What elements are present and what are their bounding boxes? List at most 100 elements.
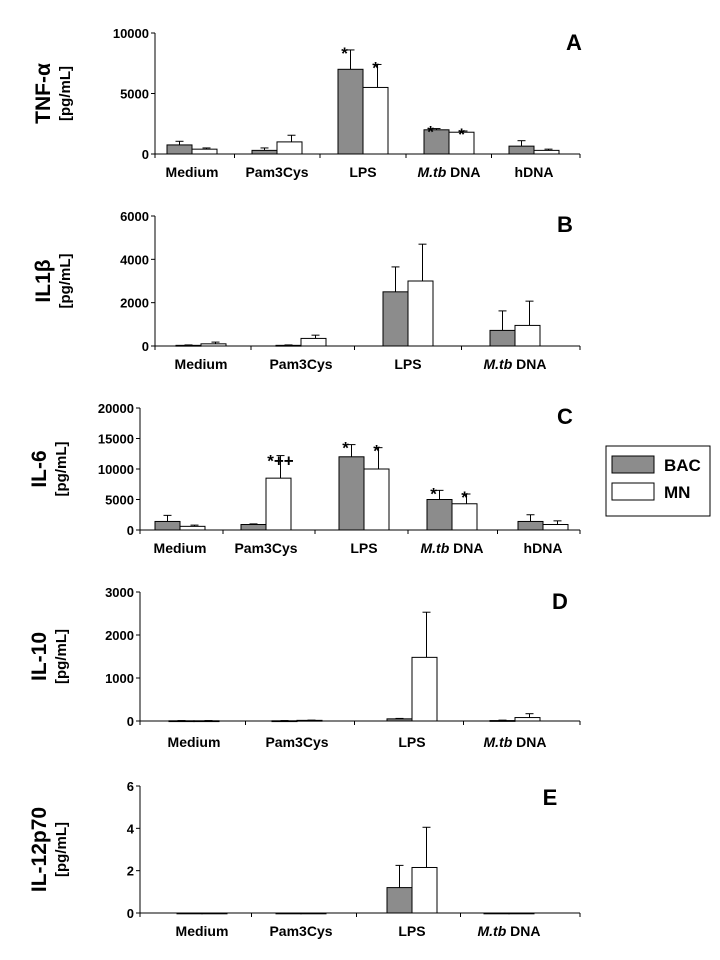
y-axis-unit: [pg/mL] bbox=[53, 822, 70, 877]
bar-mn bbox=[407, 280, 434, 347]
bar-bac bbox=[382, 291, 409, 347]
x-category-label: Pam3Cys bbox=[234, 540, 297, 556]
significance-mark: * bbox=[373, 442, 380, 461]
y-axis-title: IL-10 bbox=[28, 632, 51, 681]
bar-bac bbox=[154, 520, 181, 531]
panel-d: 0 1000 2000 3000 Medium Pam3Cys LPS M.tb DNA IL-… bbox=[28, 585, 581, 750]
y-tick-label: 0 bbox=[127, 714, 134, 729]
y-tick-label: 0 bbox=[142, 339, 149, 354]
x-category-label: Pam3Cys bbox=[269, 356, 332, 372]
bar-mn bbox=[542, 524, 569, 531]
y-tick-label: 5000 bbox=[105, 493, 134, 508]
legend: BAC MN bbox=[605, 445, 711, 517]
y-tick-label: 0 bbox=[142, 147, 149, 162]
category-main-part: DNA bbox=[516, 356, 546, 372]
x-category-label: Pam3Cys bbox=[269, 923, 332, 939]
y-axis-unit: [pg/mL] bbox=[57, 254, 74, 309]
legend-label: MN bbox=[664, 483, 690, 502]
x-category-label: Pam3Cys bbox=[245, 164, 308, 180]
bar-bac bbox=[483, 912, 510, 915]
y-axis-title: IL-12p70 bbox=[28, 807, 51, 892]
bar-mn bbox=[448, 131, 475, 155]
bar-mn bbox=[533, 149, 560, 155]
y-tick-label: 10000 bbox=[113, 26, 149, 41]
y-tick-label: 20000 bbox=[98, 401, 134, 416]
legend-label: BAC bbox=[664, 456, 701, 475]
bar-bac bbox=[386, 718, 413, 722]
bar-bac bbox=[275, 912, 302, 915]
bar-mn bbox=[411, 656, 438, 722]
x-category-label: Medium bbox=[168, 734, 221, 750]
x-category-label: Medium bbox=[176, 923, 229, 939]
bar-mn bbox=[411, 866, 438, 914]
bar-bac bbox=[176, 912, 203, 915]
bar-bac bbox=[426, 499, 453, 531]
significance-mark: * bbox=[430, 484, 437, 503]
significance-mark: *++ bbox=[267, 452, 294, 471]
bar-bac bbox=[423, 129, 450, 155]
bar-bac bbox=[337, 68, 364, 155]
y-tick-label: 1000 bbox=[105, 671, 134, 686]
bar-bac bbox=[489, 720, 516, 722]
bar-mn bbox=[362, 86, 389, 155]
y-tick-label: 2000 bbox=[105, 628, 134, 643]
panel-letter: E bbox=[543, 785, 558, 810]
y-axis-title: IL1β bbox=[32, 259, 55, 302]
bar-mn bbox=[201, 912, 228, 915]
bar-mn bbox=[300, 912, 327, 915]
category-main-part: DNA bbox=[510, 923, 540, 939]
x-category-label: M.tb DNA bbox=[418, 164, 481, 180]
bar-mn bbox=[451, 503, 478, 531]
y-axis-unit: [pg/mL] bbox=[53, 442, 70, 497]
y-tick-label: 15000 bbox=[98, 432, 134, 447]
category-italic-part: M.tb bbox=[484, 734, 513, 750]
bar-mn bbox=[514, 324, 541, 347]
bar-mn bbox=[363, 468, 390, 531]
x-category-label: M.tb DNA bbox=[484, 734, 547, 750]
x-category-label: hDNA bbox=[524, 540, 563, 556]
bar-bac bbox=[251, 149, 278, 155]
y-tick-label: 6000 bbox=[120, 209, 149, 224]
bar-bac bbox=[508, 145, 535, 155]
bar-mn bbox=[200, 343, 227, 347]
y-tick-label: 0 bbox=[127, 523, 134, 538]
panel-a: 0 5000 10000 * * * * Medium Pam3Cys LPS M.tb DNA hD… bbox=[32, 26, 582, 180]
y-tick-label: 0 bbox=[127, 906, 134, 921]
y-tick-label: 4000 bbox=[120, 252, 149, 267]
bar-bac bbox=[338, 456, 365, 531]
y-axis-title: TNF-α bbox=[32, 63, 55, 124]
y-tick-label: 3000 bbox=[105, 585, 134, 600]
bar-mn bbox=[514, 717, 541, 722]
legend-swatch-mn bbox=[611, 482, 655, 501]
x-category-label: Pam3Cys bbox=[265, 734, 328, 750]
panel-b: 0 2000 4000 6000 Medium Pam3Cys LPS M.tb DNA IL1… bbox=[32, 209, 581, 372]
bar-mn bbox=[508, 912, 535, 915]
bar-bac bbox=[166, 144, 193, 155]
bar-bac bbox=[517, 520, 544, 531]
y-axis-unit: [pg/mL] bbox=[57, 66, 74, 121]
bar-mn bbox=[179, 525, 206, 531]
y-tick-label: 2 bbox=[127, 864, 134, 879]
x-category-label: LPS bbox=[398, 923, 425, 939]
x-category-label: Medium bbox=[166, 164, 219, 180]
x-category-label: LPS bbox=[349, 164, 376, 180]
y-axis-title: IL-6 bbox=[28, 450, 51, 487]
y-tick-label: 5000 bbox=[120, 87, 149, 102]
category-italic-part: M.tb bbox=[478, 923, 507, 939]
bar-mn bbox=[265, 477, 292, 531]
bar-mn bbox=[191, 148, 218, 155]
bar-bac bbox=[386, 887, 413, 914]
significance-mark: * bbox=[342, 439, 349, 458]
significance-mark: * bbox=[372, 58, 379, 77]
y-tick-label: 4 bbox=[127, 821, 135, 836]
panel-e: 0 2 4 6 Medium Pam3Cys LPS M.tb DNA IL-12p70 [pg/… bbox=[28, 779, 581, 939]
significance-mark: * bbox=[458, 125, 465, 144]
panel-c: 0 5000 10000 15000 20000 * * *++ * * Medium Pam3Cys… bbox=[28, 401, 581, 556]
x-category-label: M.tb DNA bbox=[478, 923, 541, 939]
bar-bac bbox=[275, 344, 302, 347]
bar-bac bbox=[175, 344, 202, 347]
significance-mark: * bbox=[461, 488, 468, 507]
x-category-label: LPS bbox=[394, 356, 421, 372]
panel-letter: C bbox=[557, 404, 573, 429]
y-axis-unit: [pg/mL] bbox=[53, 629, 70, 684]
